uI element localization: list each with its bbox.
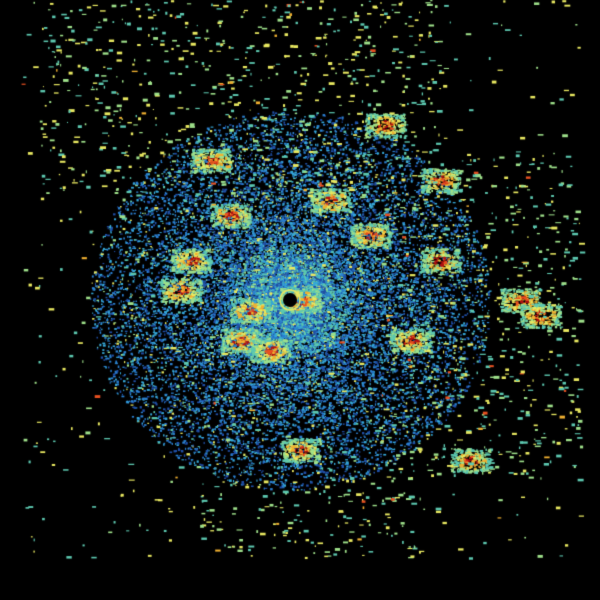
radar-echo-image [0,0,600,600]
